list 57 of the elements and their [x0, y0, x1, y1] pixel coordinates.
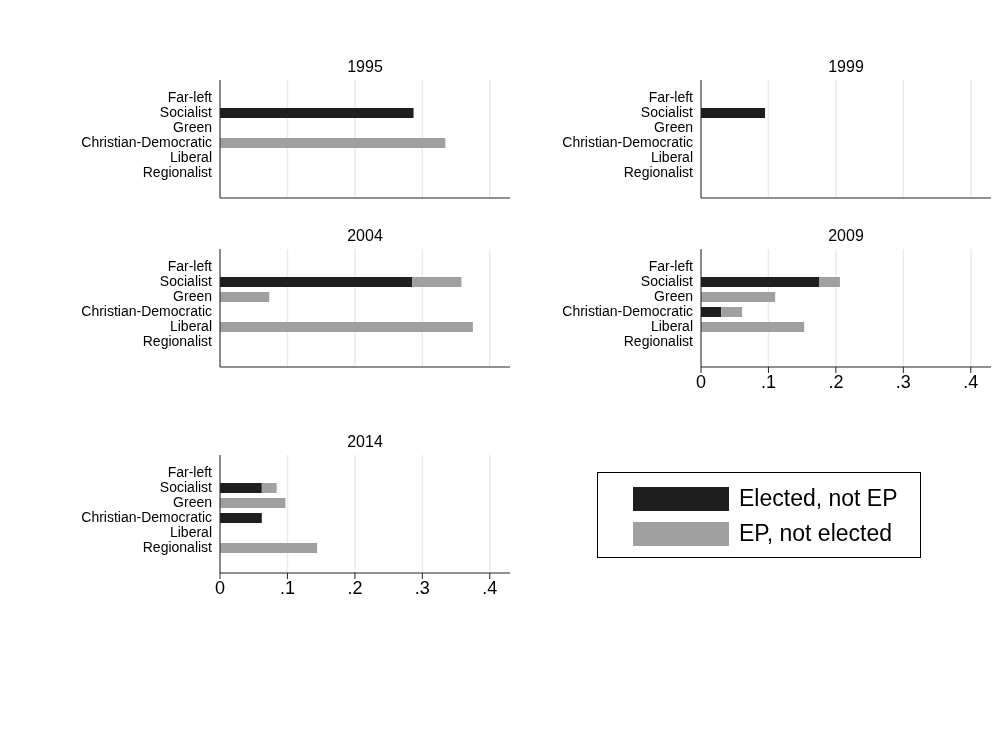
x-tick-label: .2 — [828, 371, 844, 392]
x-tick-label: .2 — [347, 577, 363, 598]
y-tick-label: Christian-Democratic — [562, 134, 693, 151]
y-tick-label: Socialist — [159, 273, 213, 290]
y-tick-label: Liberal — [650, 318, 693, 335]
y-tick-label: Green — [173, 288, 212, 305]
x-tick-label: 0 — [214, 577, 226, 598]
chart-title: 2004 — [346, 227, 384, 246]
chart-title: 2009 — [827, 227, 865, 246]
y-tick-label: Regionalist — [142, 164, 213, 181]
chart-title: 1999 — [827, 58, 865, 77]
y-tick-label: Christian-Democratic — [81, 509, 212, 526]
bar — [819, 277, 840, 287]
y-tick-label: Liberal — [650, 149, 693, 166]
bar — [220, 543, 318, 553]
y-tick-label: Far-left — [648, 89, 694, 106]
y-tick-label: Green — [654, 119, 693, 136]
bar — [220, 498, 286, 508]
y-tick-label: Green — [173, 119, 212, 136]
bar — [220, 292, 270, 302]
y-tick-label: Liberal — [169, 149, 212, 166]
x-tick-label: .4 — [482, 577, 498, 598]
y-tick-label: Socialist — [640, 273, 694, 290]
x-tick-label: 0 — [695, 371, 707, 392]
chart-title: 2014 — [346, 433, 384, 452]
y-tick-label: Regionalist — [623, 164, 694, 181]
y-tick-label: Regionalist — [142, 539, 213, 556]
y-tick-label: Liberal — [169, 318, 212, 335]
y-tick-label: Liberal — [169, 524, 212, 541]
x-tick-label: .3 — [414, 577, 430, 598]
y-tick-label: Socialist — [159, 479, 213, 496]
y-tick-label: Christian-Democratic — [81, 134, 212, 151]
y-tick-label: Socialist — [159, 104, 213, 121]
bar — [220, 322, 473, 332]
bar — [701, 322, 805, 332]
x-tick-label: .4 — [963, 371, 979, 392]
x-tick-label: .1 — [760, 371, 776, 392]
y-tick-label: Christian-Democratic — [81, 303, 212, 320]
y-tick-label: Green — [173, 494, 212, 511]
y-tick-label: Far-left — [167, 258, 213, 275]
legend-label: EP, not elected — [739, 520, 893, 547]
x-tick-label: .3 — [895, 371, 911, 392]
chart-title: 1995 — [346, 58, 384, 77]
bar — [412, 277, 462, 287]
x-tick-label: .1 — [279, 577, 295, 598]
y-tick-label: Far-left — [167, 89, 213, 106]
y-tick-label: Far-left — [648, 258, 694, 275]
y-tick-label: Green — [654, 288, 693, 305]
bar — [701, 292, 776, 302]
legend-label: Elected, not EP — [739, 485, 898, 512]
bar — [721, 307, 743, 317]
y-tick-label: Regionalist — [142, 333, 213, 350]
bar — [261, 483, 277, 493]
y-tick-label: Regionalist — [623, 333, 694, 350]
y-tick-label: Far-left — [167, 464, 213, 481]
y-tick-label: Socialist — [640, 104, 694, 121]
y-tick-label: Christian-Democratic — [562, 303, 693, 320]
